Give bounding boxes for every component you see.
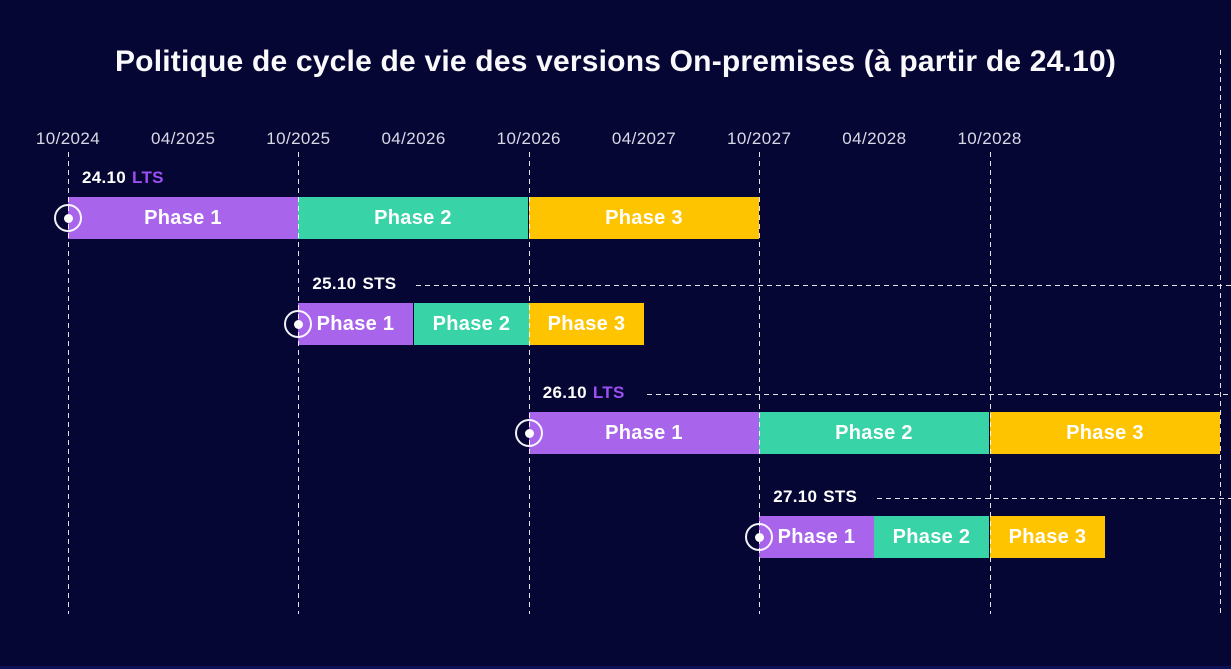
phase-bar-label: Phase 2 [432,312,511,335]
circled-dot-icon [745,523,773,551]
release-type-badge: LTS [592,383,625,402]
phase-bar: Phase 1 [298,303,413,345]
axis-tick-label: 10/2025 [266,129,331,148]
phase-bar: Phase 3 [529,303,644,345]
phase-bar: Phase 2 [759,412,989,454]
year-gridline [759,152,760,614]
axis-tick-label: 04/2028 [842,129,907,148]
phase-bar: Phase 3 [990,412,1220,454]
phase-bar-label: Phase 3 [1008,525,1087,548]
version-number: 24.10 [82,168,127,187]
bottom-accent-strip [0,666,1231,669]
phase-bar: Phase 3 [529,197,759,239]
circled-dot-icon [284,310,312,338]
axis-tick-label: 04/2027 [611,129,677,148]
version-number: 27.10 [773,487,818,506]
phase-bar-label: Phase 1 [316,312,395,335]
version-label: 25.10 STS [312,274,396,294]
year-gridline [529,152,530,614]
axis-tick-label: 10/2026 [496,129,561,148]
axis-tick-label: 10/2024 [35,129,101,148]
phase-bar: Phase 2 [414,303,529,345]
version-number: 25.10 [312,274,357,293]
axis-tick-label: 10/2027 [727,129,792,148]
phase-bar-label: Phase 1 [605,421,683,444]
page-title: Politique de cycle de vie des versions O… [114,45,1117,78]
phase-bar: Phase 2 [874,516,989,558]
axis-tick-label: 04/2026 [381,129,446,148]
phase-bar-label: Phase 3 [1066,421,1144,444]
version-label: 26.10 LTS [543,383,625,403]
version-label: 27.10 STS [773,487,857,507]
version-number: 26.10 [542,383,587,402]
phase-bar-label: Phase 1 [777,525,856,548]
phase-bar-label: Phase 2 [835,421,913,444]
circled-dot-icon [515,419,543,447]
phase-bar: Phase 3 [990,516,1105,558]
circled-dot-icon [54,204,82,232]
axis-tick-label: 10/2028 [957,129,1022,148]
version-label: 24.10 LTS [82,168,164,188]
release-type-badge: STS [823,487,858,506]
phase-bar: Phase 1 [529,412,759,454]
phase-bar-label: Phase 2 [374,206,452,229]
phase-bar-label: Phase 3 [605,206,683,229]
phase-bar-label: Phase 1 [144,206,222,229]
phase-bar: Phase 2 [298,197,528,239]
year-gridline [1220,50,1221,614]
year-gridline [298,152,299,614]
phase-bar-label: Phase 2 [892,525,971,548]
year-gridline [68,152,69,614]
label-leader-line [877,498,1231,499]
release-type-badge: LTS [132,168,164,187]
label-leader-line [647,394,1231,395]
release-type-badge: STS [362,274,397,293]
phase-bar: Phase 1 [759,516,874,558]
axis-tick-label: 04/2025 [151,129,216,148]
phase-bar: Phase 1 [68,197,298,239]
phase-bar-label: Phase 3 [547,312,626,335]
label-leader-line [416,285,1231,286]
year-gridline [990,152,991,614]
